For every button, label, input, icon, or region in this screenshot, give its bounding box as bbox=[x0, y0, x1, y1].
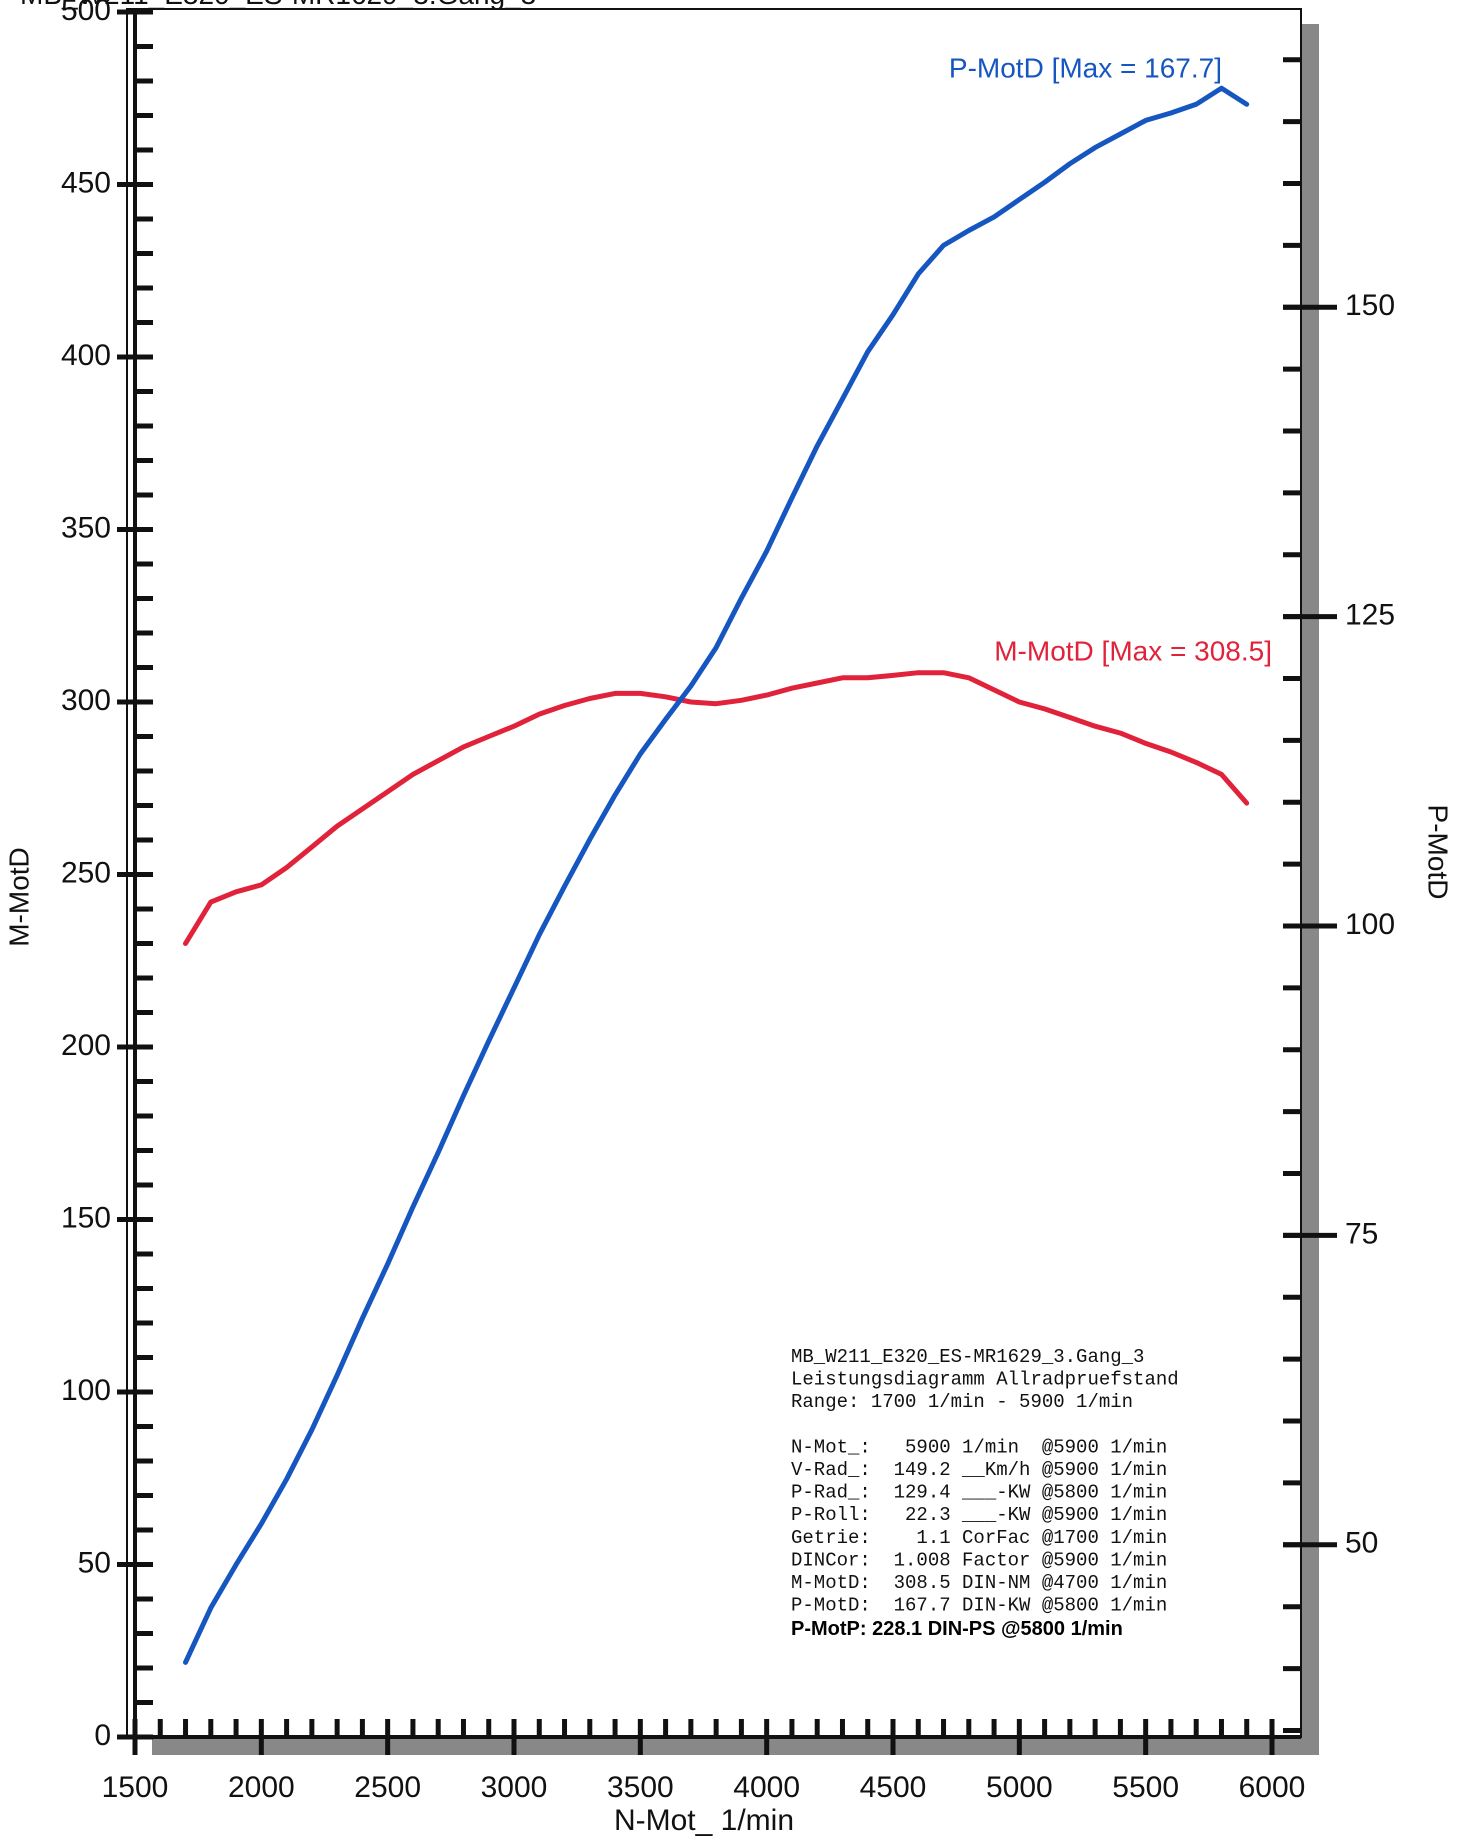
x-tick-label: 3500 bbox=[607, 1771, 674, 1804]
y-tick-label: 500 bbox=[61, 0, 111, 27]
annotation: M-MotD [Max = 308.5] bbox=[994, 635, 1272, 666]
info-line: P-MotD: 167.7 DIN-KW @5800 1/min bbox=[791, 1595, 1167, 1617]
plot-frame bbox=[126, 8, 1302, 1738]
y2-tick-label: 75 bbox=[1345, 1217, 1378, 1250]
x-tick-label: 1500 bbox=[102, 1771, 169, 1804]
info-line: V-Rad_: 149.2 __Km/h @5900 1/min bbox=[791, 1459, 1167, 1481]
frame-shadow bbox=[1301, 24, 1319, 1755]
y-tick-label: 50 bbox=[78, 1546, 111, 1579]
y-tick-label: 350 bbox=[61, 511, 111, 544]
x-tick-label: 4500 bbox=[860, 1771, 927, 1804]
x-tick-label: 5500 bbox=[1112, 1771, 1179, 1804]
chart-title: MB_W211_E320_ES-MR1629_3.Gang_3 bbox=[20, 0, 536, 10]
y-tick-label: 150 bbox=[61, 1201, 111, 1234]
y-tick-label: 100 bbox=[61, 1374, 111, 1407]
y2-tick-label: 50 bbox=[1345, 1527, 1378, 1560]
x-tick-label: 5000 bbox=[986, 1771, 1053, 1804]
y-tick-label: 300 bbox=[61, 684, 111, 717]
y-axis-label: M-MotD bbox=[3, 847, 34, 947]
info-line: DINCor: 1.008 Factor @5900 1/min bbox=[791, 1549, 1167, 1571]
x-axis-label: N-Mot_ 1/min bbox=[614, 1804, 794, 1837]
x-tick-label: 2500 bbox=[354, 1771, 421, 1804]
x-tick-label: 6000 bbox=[1239, 1771, 1306, 1804]
series-line bbox=[183, 85, 1250, 1665]
y2-tick-label: 150 bbox=[1345, 289, 1395, 322]
info-line: P-Rad_: 129.4 ___-KW @5800 1/min bbox=[791, 1482, 1167, 1504]
y-tick-label: 250 bbox=[61, 856, 111, 889]
series-line bbox=[183, 670, 1250, 946]
y2-tick-label: 125 bbox=[1345, 599, 1395, 632]
x-tick-label: 3000 bbox=[481, 1771, 548, 1804]
info-line: Getrie: 1.1 CorFac @1700 1/min bbox=[791, 1527, 1167, 1549]
info-line: MB_W211_E320_ES-MR1629_3.Gang_3 bbox=[791, 1346, 1144, 1368]
x-tick-label: 2000 bbox=[228, 1771, 295, 1804]
y-tick-label: 0 bbox=[94, 1719, 111, 1752]
frame-shadow bbox=[152, 1737, 1319, 1755]
info-line: N-Mot_: 5900 1/min @5900 1/min bbox=[791, 1436, 1167, 1458]
info-line: P-Roll: 22.3 ___-KW @5900 1/min bbox=[791, 1504, 1167, 1526]
y-tick-label: 450 bbox=[61, 166, 111, 199]
info-line: M-MotD: 308.5 DIN-NM @4700 1/min bbox=[791, 1572, 1167, 1594]
x-tick-label: 4000 bbox=[733, 1771, 800, 1804]
y-tick-label: 400 bbox=[61, 339, 111, 372]
info-summary: P-MotP: 228.1 DIN-PS @5800 1/min bbox=[791, 1618, 1123, 1640]
info-line: Leistungsdiagramm Allradpruefstand bbox=[791, 1369, 1179, 1391]
y2-axis-label: P-MotD bbox=[1423, 805, 1454, 900]
annotation: P-MotD [Max = 167.7] bbox=[949, 52, 1222, 83]
y-tick-label: 200 bbox=[61, 1029, 111, 1062]
info-line: Range: 1700 1/min - 5900 1/min bbox=[791, 1391, 1133, 1413]
y2-tick-label: 100 bbox=[1345, 908, 1395, 941]
